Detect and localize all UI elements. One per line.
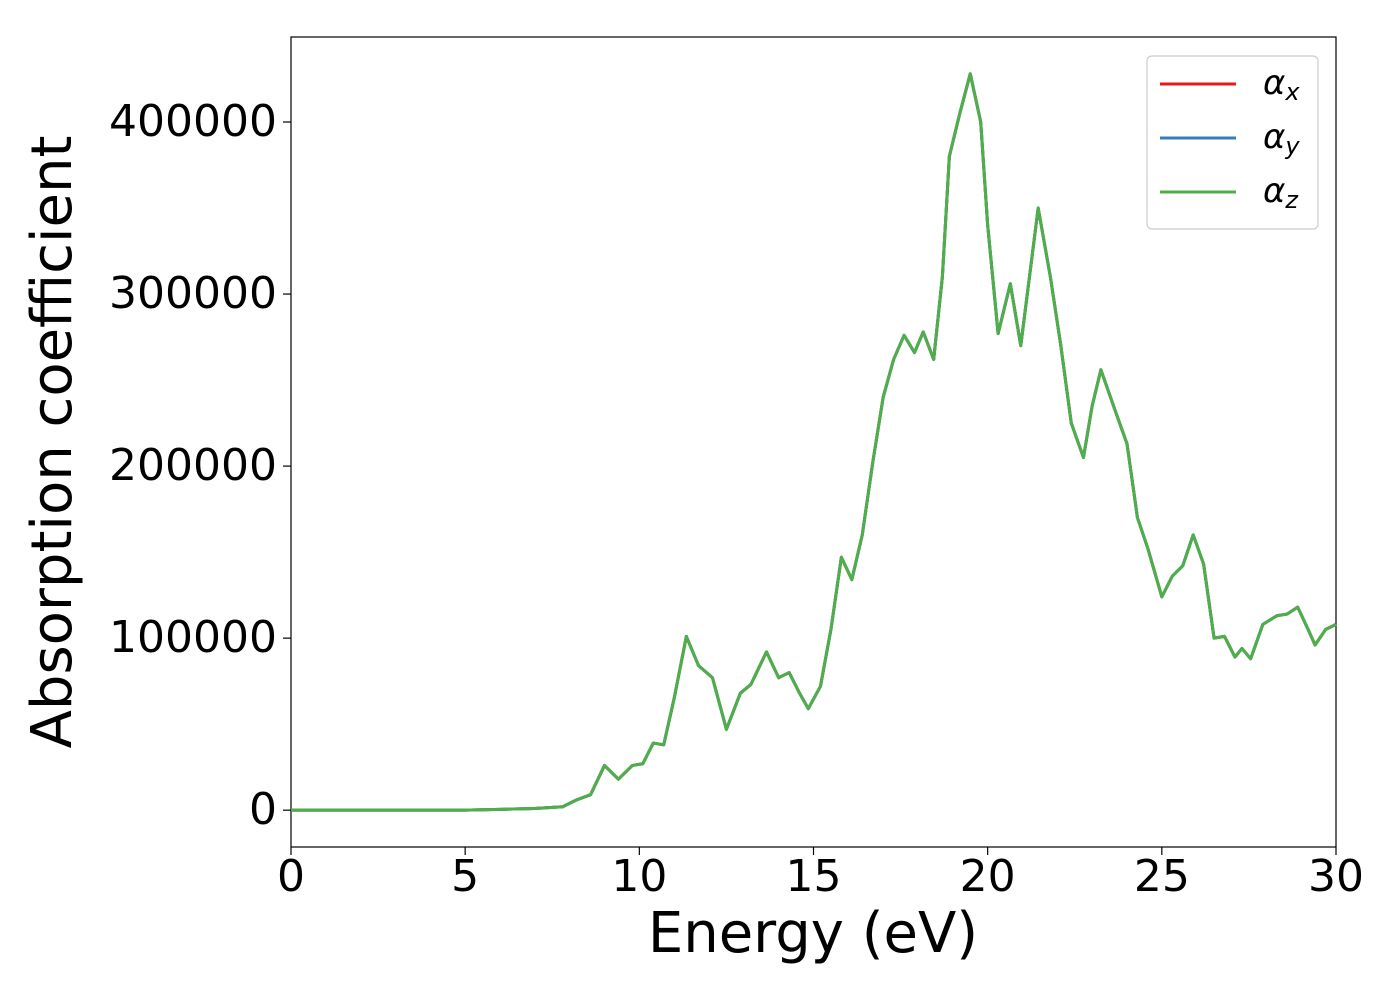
x-axis-label: Energy (eV) bbox=[648, 901, 978, 966]
y-tick-label: 300000 bbox=[109, 268, 277, 319]
x-tick-label: 20 bbox=[960, 851, 1016, 902]
x-tick-label: 0 bbox=[277, 851, 305, 902]
x-tick-label: 30 bbox=[1308, 851, 1364, 902]
x-tick-label: 25 bbox=[1134, 851, 1190, 902]
y-tick-label: 200000 bbox=[109, 440, 277, 491]
y-axis-label: Absorption coefficient bbox=[20, 136, 85, 749]
y-tick-label: 400000 bbox=[109, 96, 277, 147]
x-tick-label: 10 bbox=[611, 851, 667, 902]
legend-label: αy bbox=[1263, 117, 1300, 161]
y-tick-label: 100000 bbox=[109, 612, 277, 663]
y-tick-label: 0 bbox=[249, 784, 277, 835]
legend-box bbox=[1146, 55, 1319, 230]
data-line bbox=[291, 72, 1337, 812]
legend-label: αz bbox=[1263, 171, 1299, 215]
legend-label: αx bbox=[1263, 63, 1300, 107]
x-tick-label: 15 bbox=[786, 851, 842, 902]
x-tick-label: 5 bbox=[451, 851, 479, 902]
